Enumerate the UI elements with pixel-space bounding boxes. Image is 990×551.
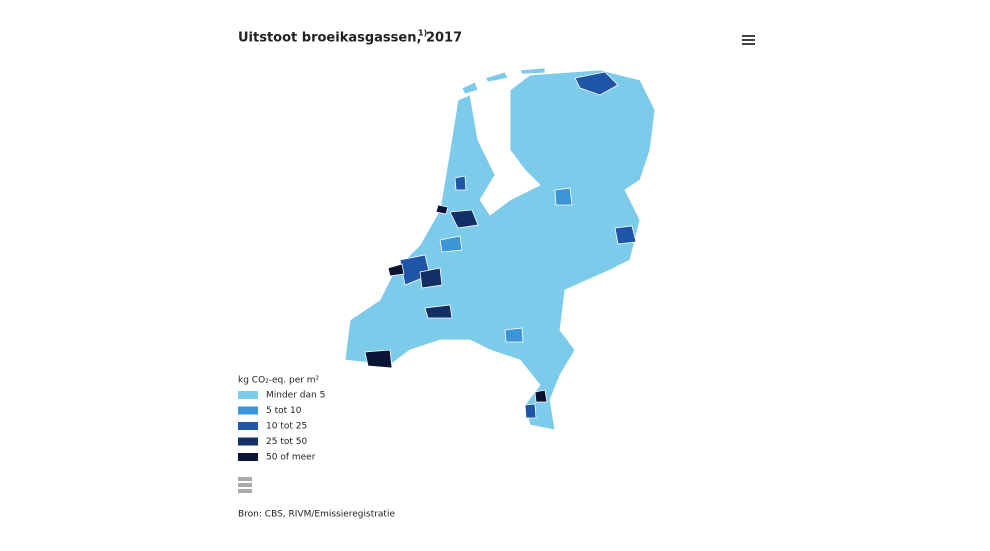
region <box>454 175 467 191</box>
region <box>524 403 537 419</box>
legend-title: kg CO₂-eq. per m² <box>238 376 320 386</box>
region <box>387 263 405 277</box>
island <box>484 71 509 83</box>
region <box>614 225 637 245</box>
region <box>554 187 573 206</box>
legend: Minder dan 5 5 tot 10 10 tot 25 25 tot 50 50… <box>238 391 325 463</box>
region <box>534 389 548 403</box>
region <box>435 204 449 215</box>
legend-swatch <box>238 453 258 461</box>
title: Uitstoot broeikasgassen, 2017 <box>238 31 462 46</box>
map <box>344 67 656 431</box>
legend-label: 50 of meer <box>266 453 316 463</box>
country-outline <box>344 69 656 431</box>
legend-label: 25 tot 50 <box>266 437 307 447</box>
region <box>364 349 393 369</box>
legend-label: Minder dan 5 <box>266 391 325 401</box>
legend-swatch <box>238 437 258 446</box>
legend-swatch <box>238 422 258 430</box>
region <box>574 71 619 96</box>
region <box>504 327 524 343</box>
source: Bron: CBS, RIVM/Emissieregistratie <box>238 510 395 520</box>
title-note: 1) <box>418 29 427 38</box>
island <box>519 67 546 75</box>
legend-swatch <box>238 391 258 399</box>
menu-button[interactable] <box>740 30 758 48</box>
legend-label: 10 tot 25 <box>266 422 307 432</box>
legend-label: 5 tot 10 <box>266 406 302 416</box>
island <box>461 81 479 95</box>
cbs-logo <box>238 477 252 493</box>
region <box>449 209 479 229</box>
region <box>424 304 453 319</box>
legend-swatch <box>238 406 258 415</box>
region <box>419 267 443 289</box>
region <box>439 235 463 253</box>
